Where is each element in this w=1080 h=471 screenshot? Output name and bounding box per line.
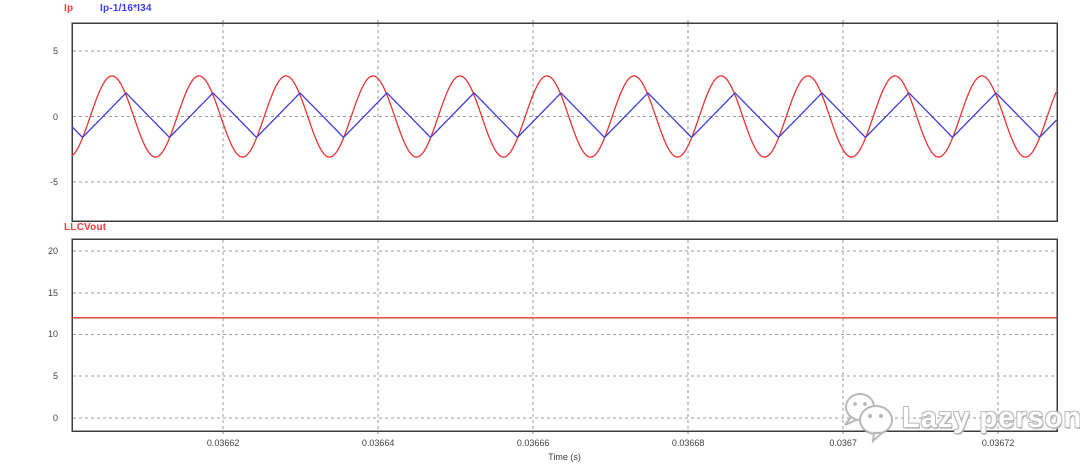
x-tick-label: 0.03664	[361, 438, 395, 448]
x-tick-label: 0.03666	[516, 438, 550, 448]
y-tick-label: -5	[49, 176, 58, 187]
x-tick-label: 0.03668	[671, 438, 705, 448]
legend-llcvout: LLCVout	[64, 222, 107, 233]
ip-1-16-i34-waveform	[71, 92, 1057, 139]
bottom-panel-plot	[71, 238, 1058, 434]
x-axis-title: Time (s)	[548, 452, 581, 462]
y-tick-label: 0	[52, 412, 58, 423]
y-tick-label: 5	[52, 371, 58, 382]
panel-border	[71, 22, 1058, 222]
ip-waveform	[71, 75, 1057, 158]
x-tick-label: 0.03672	[981, 438, 1015, 448]
x-tick-label: 0.0367	[829, 438, 857, 448]
x-tick-label: 0.03662	[206, 438, 240, 448]
top-panel-plot	[71, 20, 1058, 222]
y-tick-label: 20	[47, 246, 58, 257]
panel-border	[71, 238, 1058, 432]
y-tick-label: 15	[47, 287, 58, 298]
legend-ip-scaled: Ip-1/16*I34	[100, 3, 152, 14]
legend-ip: Ip	[64, 3, 74, 14]
y-tick-label: 5	[52, 46, 58, 57]
y-tick-label: 0	[52, 111, 58, 122]
y-tick-label: 10	[47, 329, 58, 340]
